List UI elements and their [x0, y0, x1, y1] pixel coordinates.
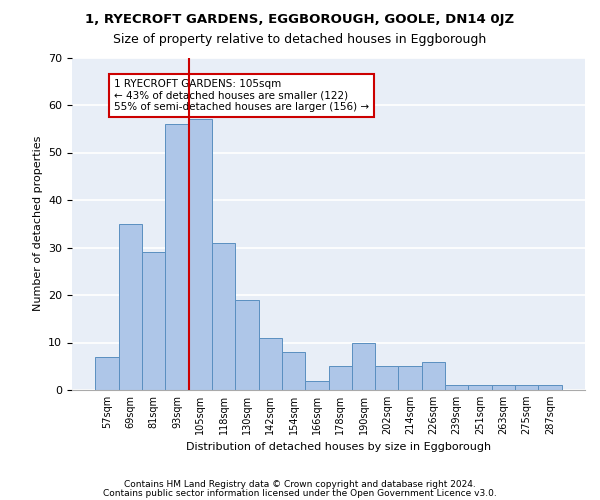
Text: 1 RYECROFT GARDENS: 105sqm
← 43% of detached houses are smaller (122)
55% of sem: 1 RYECROFT GARDENS: 105sqm ← 43% of deta…	[114, 79, 369, 112]
Y-axis label: Number of detached properties: Number of detached properties	[32, 136, 43, 312]
Bar	[329, 366, 352, 390]
Bar	[492, 385, 515, 390]
Bar	[305, 380, 329, 390]
Bar	[445, 385, 469, 390]
Bar	[235, 300, 259, 390]
Bar	[142, 252, 165, 390]
Bar	[259, 338, 282, 390]
Bar	[422, 362, 445, 390]
Text: Size of property relative to detached houses in Eggborough: Size of property relative to detached ho…	[113, 32, 487, 46]
Bar	[469, 385, 492, 390]
Text: Distribution of detached houses by size in Eggborough: Distribution of detached houses by size …	[187, 442, 491, 452]
Bar	[538, 385, 562, 390]
Bar	[352, 342, 375, 390]
Text: 1, RYECROFT GARDENS, EGGBOROUGH, GOOLE, DN14 0JZ: 1, RYECROFT GARDENS, EGGBOROUGH, GOOLE, …	[85, 12, 515, 26]
Bar	[515, 385, 538, 390]
Bar	[188, 119, 212, 390]
Bar	[95, 357, 119, 390]
Bar	[119, 224, 142, 390]
Bar	[375, 366, 398, 390]
Bar	[212, 243, 235, 390]
Bar	[398, 366, 422, 390]
Bar	[165, 124, 188, 390]
Text: Contains public sector information licensed under the Open Government Licence v3: Contains public sector information licen…	[103, 490, 497, 498]
Bar	[282, 352, 305, 390]
Text: Contains HM Land Registry data © Crown copyright and database right 2024.: Contains HM Land Registry data © Crown c…	[124, 480, 476, 489]
